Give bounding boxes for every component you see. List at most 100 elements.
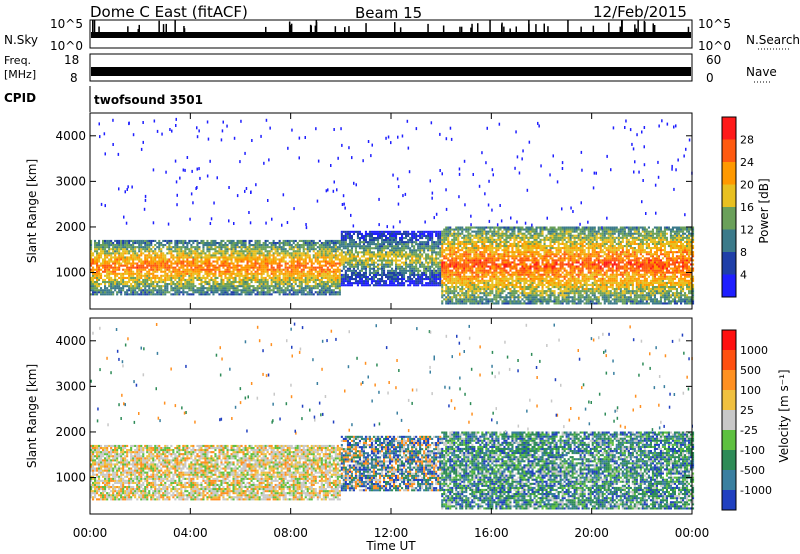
heatmap-cell <box>471 273 474 276</box>
heatmap-cell <box>505 232 508 235</box>
heatmap-cell <box>126 250 129 253</box>
heatmap-cell <box>322 254 325 257</box>
heatmap-cell <box>144 250 147 253</box>
heatmap-cell <box>280 291 283 294</box>
heatmap-cell <box>340 245 343 248</box>
heatmap-cell <box>497 245 500 248</box>
heatmap-cell <box>230 246 233 249</box>
heatmap-cell <box>360 259 363 262</box>
heatmap-cell <box>473 253 476 256</box>
heatmap-cell <box>393 271 396 274</box>
heatmap-cell <box>457 277 460 280</box>
heatmap-cell <box>461 283 464 286</box>
heatmap-cell <box>364 269 367 272</box>
heatmap-cell <box>290 270 293 273</box>
heatmap-cell <box>433 249 436 252</box>
heatmap-cell <box>336 239 339 242</box>
heatmap-cell <box>499 236 502 239</box>
heatmap-cell <box>409 276 412 279</box>
heatmap-cell <box>383 265 386 268</box>
heatmap-cell <box>262 268 265 271</box>
heatmap-cell <box>429 284 432 287</box>
heatmap-cell <box>346 237 349 240</box>
heatmap-cell <box>318 244 321 247</box>
heatmap-cell <box>461 290 464 293</box>
heatmap-cell <box>348 230 351 233</box>
heatmap-cell <box>98 272 101 275</box>
heatmap-cell <box>102 250 105 253</box>
heatmap-cell <box>411 253 414 256</box>
heatmap-cell <box>306 281 309 284</box>
heatmap-cell <box>306 291 309 294</box>
heatmap-cell <box>120 289 123 292</box>
heatmap-cell <box>316 270 319 273</box>
heatmap-cell <box>294 270 297 273</box>
heatmap-cell <box>230 244 233 247</box>
heatmap-cell <box>126 272 129 275</box>
heatmap-cell <box>230 276 233 279</box>
heatmap-cell <box>453 296 456 299</box>
heatmap-cell <box>429 280 432 283</box>
heatmap-cell <box>138 278 141 281</box>
heatmap-cell <box>270 276 273 279</box>
heatmap-cell <box>158 264 161 267</box>
heatmap-cell <box>118 242 121 245</box>
heatmap-cell <box>246 262 249 265</box>
heatmap-cell <box>286 270 289 273</box>
heatmap-cell <box>401 276 404 279</box>
heatmap-cell <box>294 256 297 259</box>
heatmap-cell <box>266 264 269 267</box>
heatmap-cell <box>379 255 382 258</box>
heatmap-cell <box>479 226 482 229</box>
heatmap-cell <box>264 293 267 296</box>
heatmap-cell <box>94 258 97 261</box>
heatmap-cell <box>457 232 460 235</box>
heatmap-cell <box>437 265 440 268</box>
heatmap-cell <box>381 267 384 270</box>
heatmap-cell <box>274 252 277 255</box>
heatmap-cell <box>296 285 299 288</box>
heatmap-cell <box>196 276 199 279</box>
heatmap-cell <box>304 293 307 296</box>
heatmap-cell <box>126 268 129 271</box>
heatmap-cell <box>92 289 95 292</box>
heatmap-cell <box>222 254 225 257</box>
heatmap-cell <box>336 250 339 253</box>
heatmap-cell <box>405 247 408 250</box>
heatmap-cell <box>463 294 466 297</box>
heatmap-cell <box>417 280 420 283</box>
heatmap-cell <box>497 228 500 231</box>
heatmap-cell <box>469 279 472 282</box>
heatmap-cell <box>475 273 478 276</box>
heatmap-cell <box>505 296 508 299</box>
heatmap-cell <box>184 242 187 245</box>
heatmap-cell <box>200 293 203 296</box>
heatmap-cell <box>344 253 347 256</box>
heatmap-cell <box>196 268 199 271</box>
heatmap-cell <box>399 282 402 285</box>
heatmap-cell <box>372 276 375 279</box>
heatmap-cell <box>407 253 410 256</box>
heatmap-cell <box>268 285 271 288</box>
heatmap-cell <box>308 244 311 247</box>
nsky-spike <box>634 24 636 32</box>
heatmap-cell <box>366 243 369 246</box>
heatmap-cell <box>477 275 480 278</box>
heatmap-cell <box>455 247 458 250</box>
heatmap-cell <box>397 251 400 254</box>
heatmap-cell <box>288 252 291 255</box>
heatmap-cell <box>437 243 440 246</box>
heatmap-cell <box>453 238 456 241</box>
heatmap-cell <box>244 283 247 286</box>
heatmap-cell <box>381 239 384 242</box>
heatmap-cell <box>282 285 285 288</box>
heatmap-cell <box>453 292 456 295</box>
heatmap-cell <box>447 228 450 231</box>
heatmap-cell <box>186 266 189 269</box>
heatmap-cell <box>136 293 139 296</box>
heatmap-cell <box>445 263 448 266</box>
heatmap-cell <box>465 277 468 280</box>
heatmap-cell <box>447 302 450 305</box>
heatmap-cell <box>501 226 504 229</box>
heatmap-cell <box>503 234 506 237</box>
